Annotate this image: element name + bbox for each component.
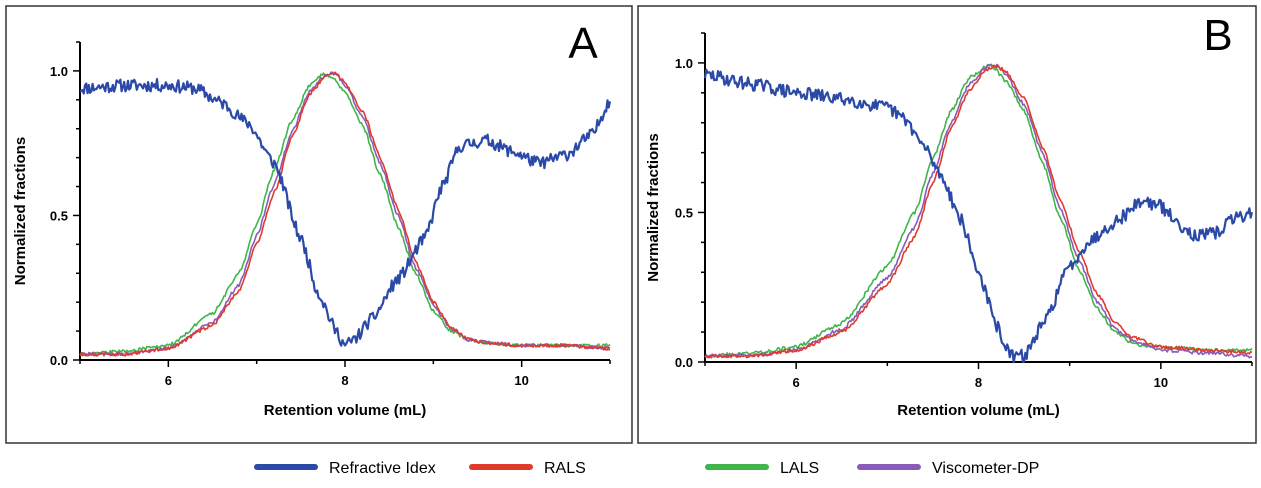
series-line-rals <box>79 71 611 357</box>
y-tick-label: 1.0 <box>50 64 68 79</box>
legend-label: RALS <box>544 460 586 477</box>
x-axis-title: Retention volume (mL) <box>264 402 427 419</box>
legend-label: Viscometer-DP <box>932 460 1039 477</box>
series-line-rals <box>704 64 1253 359</box>
series-line-lals <box>79 72 611 357</box>
y-tick-label: 0.5 <box>675 205 693 220</box>
x-tick-label: 10 <box>1154 375 1168 390</box>
x-tick-label: 8 <box>341 373 348 388</box>
y-tick-label: 0.5 <box>50 208 68 223</box>
y-axis-title: Normalized fractions <box>12 137 29 285</box>
panel-a-chart: 0.0 0.5 1.0 6 8 10 Retention volume (mL) Normal… <box>12 19 612 419</box>
y-tick-label: 0.0 <box>675 355 693 370</box>
legend-label: LALS <box>780 460 819 477</box>
panel-b-chart: 0.0 0.5 1.0 6 8 10 Retention volume (mL) Normal… <box>645 11 1254 419</box>
panel-a-frame <box>5 5 633 444</box>
x-tick-label: 10 <box>514 373 528 388</box>
series-line-viscometer-dp <box>79 71 611 357</box>
panel-label: A <box>568 19 598 68</box>
x-tick-label: 8 <box>975 375 982 390</box>
y-axis-title: Normalized fractions <box>645 133 662 281</box>
legend-label: Refractive Idex <box>329 460 436 477</box>
x-axis-title: Retention volume (mL) <box>897 402 1060 419</box>
y-tick-label: 1.0 <box>675 56 693 71</box>
panel-label: B <box>1203 11 1232 60</box>
series-line-refractive-idex <box>703 68 1254 364</box>
panel-b-frame <box>637 5 1257 444</box>
y-tick-label: 0.0 <box>50 353 68 368</box>
x-tick-label: 6 <box>165 373 172 388</box>
series-line-refractive-idex <box>79 78 612 347</box>
x-tick-label: 6 <box>793 375 800 390</box>
series-line-viscometer-dp <box>704 63 1253 359</box>
legend: Refractive Idex RALS LALS Viscometer-DP <box>254 460 1039 477</box>
